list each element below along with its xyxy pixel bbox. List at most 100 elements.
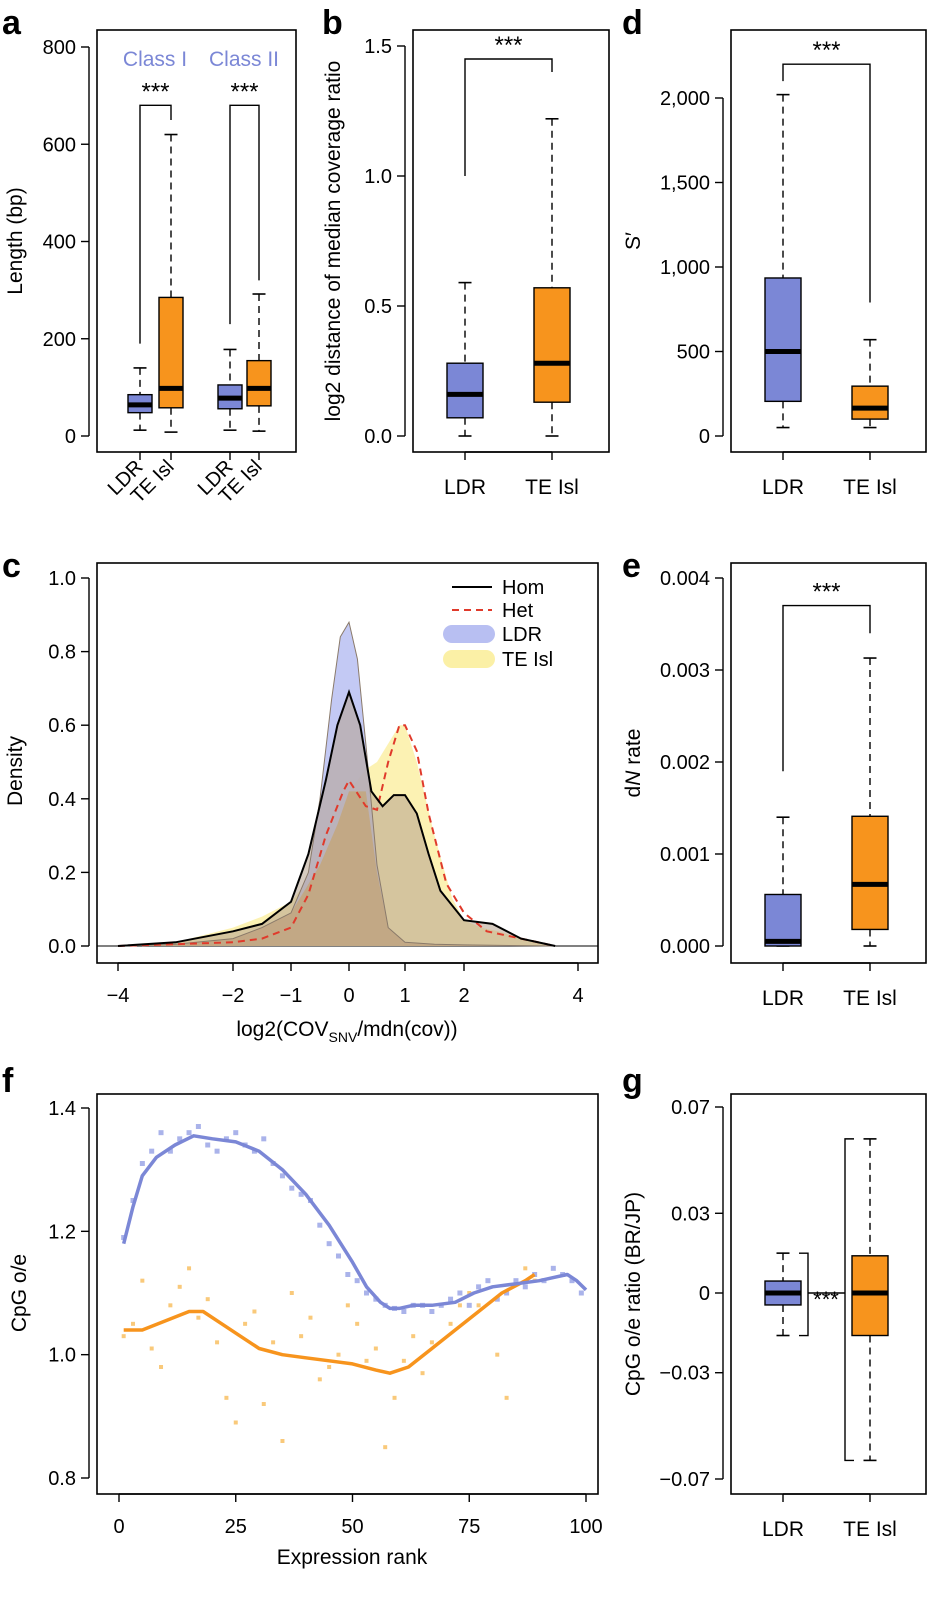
panel-f-cpg-scatter: 0.8 1.0 1.2 1.4 CpG o/e 0 25 50 75 100 Expression … — [8, 1093, 603, 1569]
te-isl-point — [271, 1340, 276, 1345]
y-tick-label: 0.8 — [48, 642, 76, 664]
ldr-point — [429, 1309, 435, 1314]
ldr-point — [130, 1198, 136, 1203]
te-isl-point — [373, 1346, 378, 1351]
ldr-point — [167, 1148, 173, 1154]
te-isl-point — [504, 1395, 509, 1400]
ldr-point — [364, 1290, 370, 1296]
panel-label-e: e — [622, 547, 641, 585]
x-tick-label: TE Isl — [843, 1518, 897, 1541]
significance-bracket-right — [844, 1138, 854, 1462]
ldr-point — [139, 1161, 145, 1166]
group-label: Class I — [123, 48, 187, 71]
panel-d-s-boxplot: 0 500 1,000 1,500 2,000 S′ *** LDR TE Isl — [622, 29, 927, 499]
significance-stars: *** — [812, 579, 840, 606]
y-axis-label-post: rate — [622, 729, 645, 771]
ldr-point — [578, 1290, 584, 1296]
te-isl-point — [336, 1352, 341, 1357]
y-tick-label: 200 — [43, 329, 76, 351]
x-tick-label: 4 — [572, 985, 583, 1007]
y-tick-label: 0.000 — [660, 936, 710, 958]
box-iqr — [851, 1255, 889, 1337]
significance-bracket-left — [799, 1252, 809, 1337]
ldr-point — [223, 1136, 229, 1142]
box-ldr — [127, 367, 153, 431]
y-axis-label: dN rate — [622, 729, 645, 798]
y-tick-label: 0.2 — [48, 862, 76, 884]
ldr-point — [205, 1142, 211, 1148]
te-isl-point — [177, 1284, 182, 1289]
y-tick-label: 1,500 — [660, 173, 710, 195]
te-isl-point — [317, 1377, 322, 1382]
te-isl-point — [523, 1266, 528, 1271]
ldr-point — [485, 1278, 491, 1284]
ldr-point — [457, 1290, 463, 1296]
x-tick-label: 2 — [458, 985, 469, 1007]
ldr-trend-line — [122, 1134, 588, 1311]
ldr-point — [158, 1130, 164, 1136]
te-isl-point — [140, 1278, 145, 1283]
te-isl-point — [187, 1266, 192, 1271]
y-tick-label: 1.0 — [48, 1345, 76, 1367]
x-axis-label-main: log2(COV — [236, 1018, 328, 1041]
y-tick-label: 0.004 — [660, 568, 710, 590]
box-te-isl — [533, 118, 571, 437]
y-tick-label: 400 — [43, 232, 76, 254]
y-tick-label: 1.0 — [364, 166, 392, 188]
ldr-point — [466, 1302, 472, 1308]
y-tick-label: 0 — [699, 426, 710, 448]
box-te-isl — [851, 338, 889, 429]
y-tick-label: 500 — [677, 342, 710, 364]
x-tick-label: −1 — [280, 985, 303, 1007]
x-tick-label: −4 — [107, 985, 130, 1007]
x-tick-label: TE Isl — [843, 987, 897, 1010]
box-iqr — [764, 893, 802, 947]
te-isl-point — [308, 1315, 313, 1320]
y-axis-label: Density — [4, 735, 27, 806]
significance-bracket — [229, 104, 260, 325]
ldr-point — [298, 1191, 304, 1197]
group-label: Class II — [209, 48, 279, 71]
significance-bracket — [464, 58, 553, 176]
panel-f-frame — [96, 1093, 599, 1495]
significance-stars: *** — [230, 78, 258, 105]
ldr-point — [289, 1185, 295, 1191]
y-tick-label: 0 — [699, 1283, 710, 1305]
ldr-point — [335, 1253, 341, 1259]
panel-b-coverage-boxplot: 0.0 0.5 1.0 1.5 log2 distance of median cove… — [322, 29, 610, 499]
te-isl-point — [243, 1321, 248, 1326]
y-tick-label: 1.5 — [364, 36, 392, 58]
box-iqr — [764, 277, 802, 403]
x-tick-label: TE Isl — [525, 476, 579, 499]
te-isl-point — [364, 1358, 369, 1363]
te-isl-point — [168, 1303, 173, 1308]
box-ldr — [446, 281, 484, 437]
panel-label-a: a — [2, 4, 22, 42]
legend-label: Hom — [502, 577, 544, 599]
box-ldr — [764, 816, 802, 947]
te-isl-point — [467, 1291, 472, 1295]
te-isl-point — [392, 1395, 397, 1400]
x-tick-label: LDR — [762, 1518, 804, 1541]
te-isl-point — [401, 1358, 406, 1363]
legend-label: TE Isl — [502, 649, 553, 671]
box-te-isl — [246, 293, 272, 432]
ldr-point — [326, 1241, 332, 1247]
ldr-point — [195, 1124, 201, 1129]
box-iqr — [851, 815, 889, 931]
x-axis-label: log2(COVSNV/mdn(cov)) — [236, 1018, 457, 1045]
x-axis-label: Expression rank — [277, 1546, 428, 1569]
y-tick-label: −0.03 — [659, 1363, 710, 1385]
te-isl-point — [327, 1365, 332, 1369]
te-isl-point — [121, 1334, 126, 1339]
te-isl-point — [299, 1334, 304, 1339]
significance-stars: *** — [141, 78, 169, 105]
x-axis-label-sub: SNV — [329, 1029, 358, 1045]
te-isl-point — [159, 1365, 164, 1369]
y-tick-label: 2,000 — [660, 88, 710, 110]
y-axis-label-pre: d — [622, 786, 645, 798]
ldr-point — [494, 1296, 500, 1302]
ldr-point — [532, 1272, 538, 1277]
